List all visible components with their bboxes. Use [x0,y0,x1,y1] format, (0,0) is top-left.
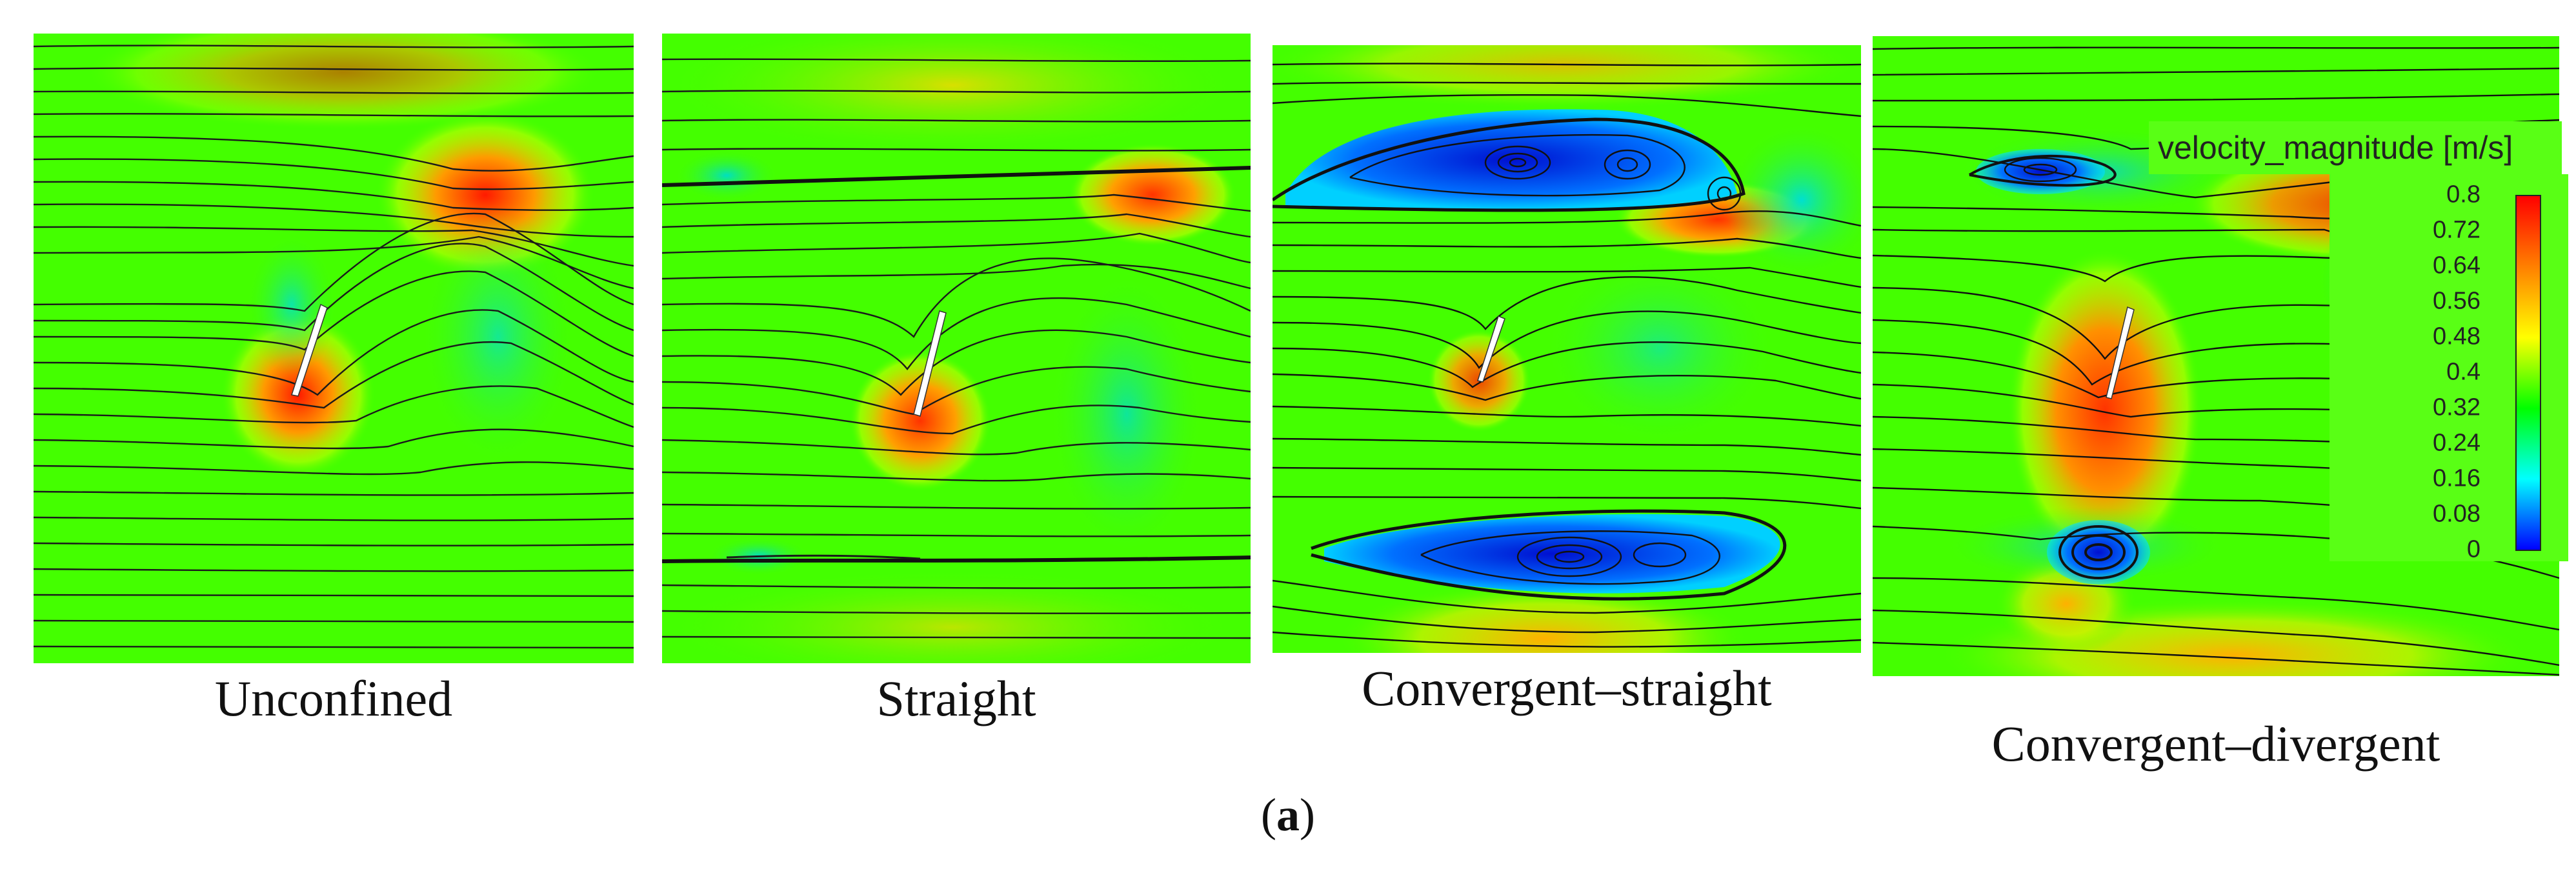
legend-tick-label: 0.16 [2433,465,2480,492]
figure-label: (a) [1261,789,1315,841]
airfoil-straight [913,310,947,417]
upper-wall-straight [662,166,1251,187]
legend-title: velocity_magnitude [m/s] [2149,121,2562,174]
panel-straight [662,34,1251,663]
lower-wall-straight [662,555,1251,563]
upper-vortex-region [1285,109,1737,210]
velocity-field-convergent-straight [1273,45,1861,653]
legend-tick-label: 0.8 [2446,181,2480,208]
legend-tick-label: 0.56 [2433,287,2480,315]
legend-tick-label: 0.08 [2433,500,2480,528]
airfoil-convergent-divergent [2106,306,2135,399]
legend-tick-label: 0.48 [2433,323,2480,350]
caption-convergent-straight: Convergent–straight [1362,660,1772,716]
legend-tick-label: 0.32 [2433,394,2480,421]
figure-label-letter: a [1276,789,1300,841]
velocity-field-straight [662,34,1251,663]
airfoil-convergent-straight [1477,315,1505,383]
velocity-field-unconfined [34,34,634,663]
caption-unconfined: Unconfined [214,670,453,726]
caption-straight: Straight [876,670,1036,726]
panel-unconfined [34,34,634,663]
lower-vortex-region-cd [2047,520,2150,585]
caption-convergent-divergent: Convergent–divergent [1991,715,2440,772]
panel-convergent-straight [1273,45,1861,653]
airfoil-unconfined [291,303,328,397]
legend-tick-label: 0.64 [2433,252,2480,279]
legend-colorbar [2515,195,2541,551]
legend-tick-label: 0.72 [2433,216,2480,244]
legend-tick-label: 0.24 [2433,429,2480,457]
legend-tick-label: 0.4 [2446,358,2480,386]
legend-tick-label: 0 [2466,535,2480,563]
